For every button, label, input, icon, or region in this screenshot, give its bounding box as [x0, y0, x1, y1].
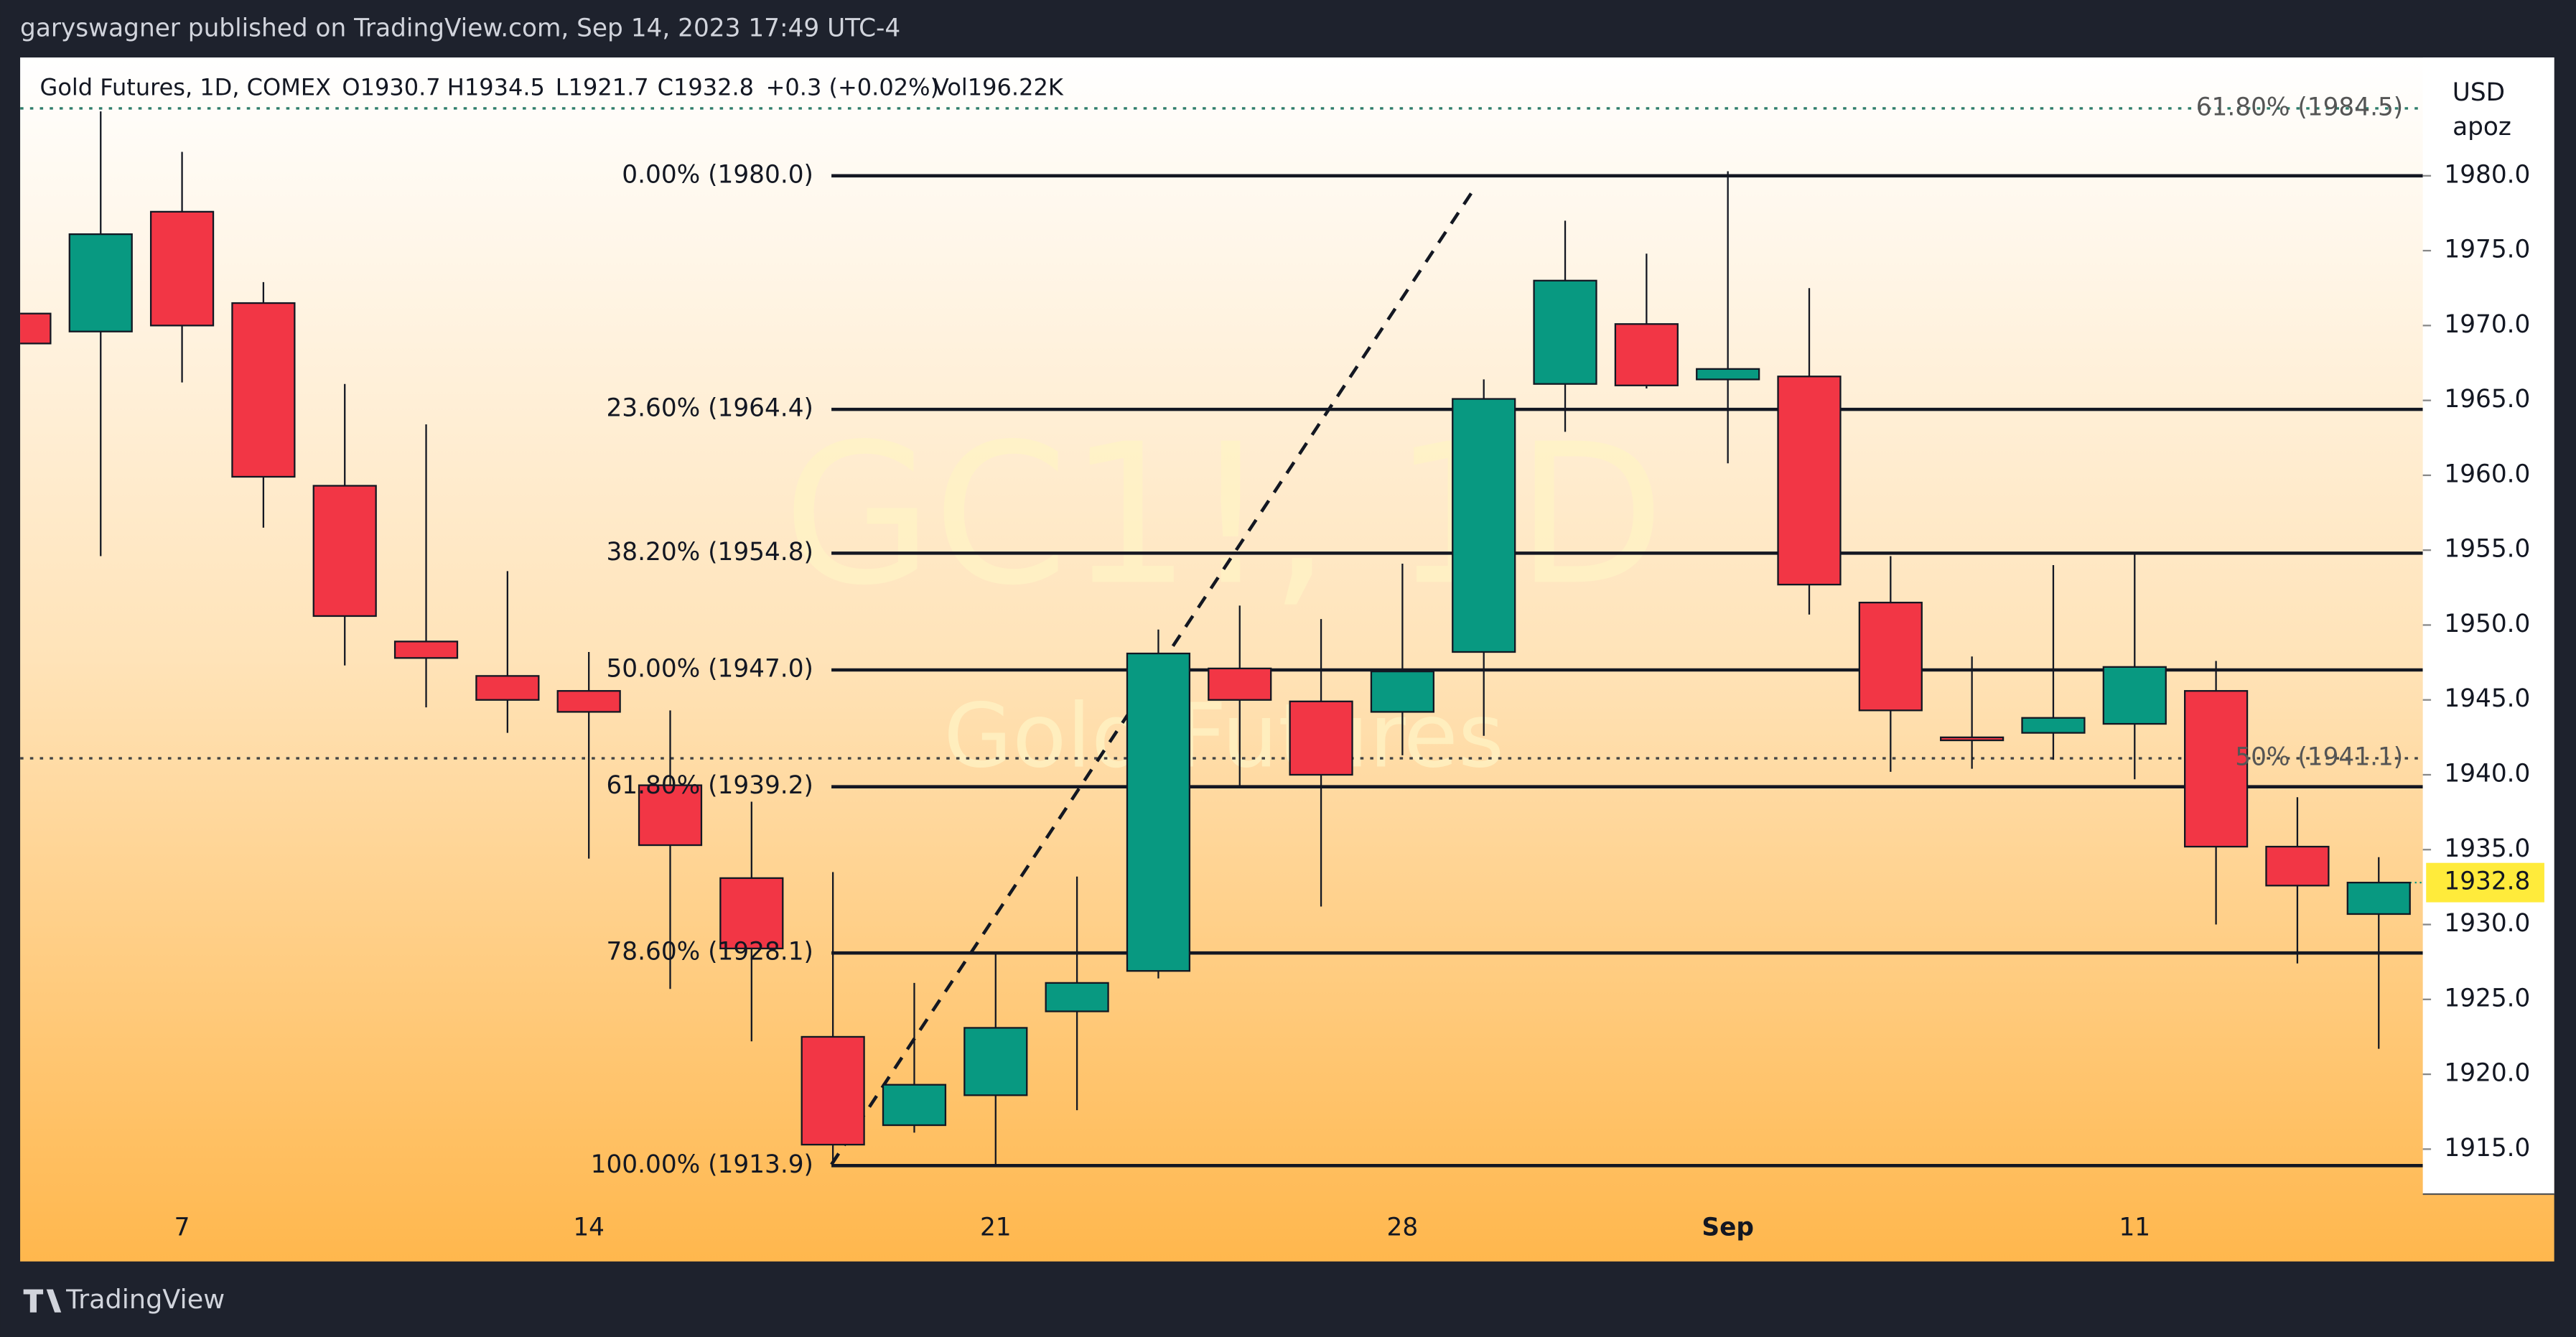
labels-group: USD apoz Gold Futures, 1D, COMEX O1930.7 H…	[40, 74, 2544, 1242]
ohlc-item: +0.3 (+0.02%)	[766, 74, 939, 101]
x-tick-label: 14	[573, 1213, 605, 1242]
last-price-box	[2426, 862, 2544, 903]
candle-body	[1696, 368, 1760, 381]
y-tick-label: 1955.0	[2444, 535, 2530, 564]
candle-body	[1208, 667, 1272, 701]
candle-body	[312, 485, 377, 618]
candles-group	[20, 111, 2411, 1166]
y-tick-label: 1925.0	[2444, 984, 2530, 1012]
y-tick-label: 1940.0	[2444, 759, 2530, 788]
candle-body	[2265, 845, 2330, 887]
y-tick-label: 1960.0	[2444, 460, 2530, 488]
candle-body	[68, 233, 133, 332]
candle-body	[1777, 376, 1842, 586]
y-tick-label: 1930.0	[2444, 909, 2530, 938]
y-tick-label: 1980.0	[2444, 160, 2530, 189]
candle-body	[475, 675, 540, 701]
candle-body	[1045, 982, 1109, 1012]
publisher-line: garyswagner published on TradingView.com…	[20, 14, 900, 43]
y-tick-label: 1945.0	[2444, 684, 2530, 713]
x-tick-label: 21	[980, 1213, 1012, 1242]
ohlc-item: C1932.8	[658, 74, 754, 101]
price-scale	[2422, 57, 2554, 1194]
unit: apoz	[2453, 113, 2511, 141]
chart-background	[20, 57, 2554, 1262]
fib-label: 0.00% (1980.0)	[622, 160, 813, 189]
candle-body	[1452, 398, 1516, 653]
candle-body	[1289, 700, 1353, 776]
candle-body	[1858, 602, 1923, 712]
candle-body	[149, 210, 215, 327]
y-tick-label: 1970.0	[2444, 310, 2530, 339]
x-tick-label: 7	[174, 1213, 190, 1242]
last-price-label: 1932.8	[2444, 867, 2530, 896]
candle-body	[1533, 279, 1597, 385]
y-tick-label: 1920.0	[2444, 1059, 2530, 1088]
levels-group	[20, 107, 2423, 1168]
candle-body	[963, 1027, 1028, 1096]
y-tick-label: 1935.0	[2444, 834, 2530, 863]
fib-label: 100.00% (1913.9)	[591, 1150, 813, 1179]
candle-body	[719, 877, 784, 950]
extended-label: 61.80% (1984.5)	[2196, 93, 2403, 121]
fib-label: 61.80% (1939.2)	[606, 771, 813, 800]
y-tick-label: 1965.0	[2444, 385, 2530, 414]
brand: TradingView	[65, 1284, 225, 1315]
ohlc-item: Vol196.22K	[933, 74, 1064, 101]
candle-body	[2102, 666, 2167, 725]
y-tick-label: 1975.0	[2444, 236, 2530, 264]
fib-label: 23.60% (1964.4)	[606, 394, 813, 423]
fib-label: 38.20% (1954.8)	[606, 538, 813, 567]
candle-body	[1126, 652, 1191, 972]
watermark-group: GC1!, 1D Gold Futures	[783, 401, 1665, 788]
fib-label: 78.60% (1928.1)	[606, 938, 813, 966]
candle-body	[801, 1035, 865, 1146]
brand-logo	[23, 1289, 62, 1313]
x-tick-label: 11	[2119, 1213, 2150, 1242]
candle-body	[2346, 882, 2411, 916]
symbol: Gold Futures, 1D, COMEX	[40, 74, 331, 101]
fib-label: 50.00% (1947.0)	[606, 655, 813, 684]
candle-body	[556, 690, 621, 713]
candle-body	[638, 784, 703, 847]
candle-body	[882, 1084, 947, 1127]
ohlc-item: O1930.7	[342, 74, 440, 101]
candle-body	[231, 302, 296, 478]
watermark: GC1!, 1D	[783, 401, 1665, 628]
ohlc-item: L1921.7	[556, 74, 649, 101]
ohlc-item: H1934.5	[447, 74, 545, 101]
candle-body	[20, 312, 52, 345]
candle-body	[1614, 323, 1679, 386]
candle-body	[1940, 736, 2005, 742]
candle-body	[1370, 670, 1434, 713]
candle-body	[393, 640, 459, 659]
candle-body	[2021, 717, 2086, 734]
y-tick-label: 1950.0	[2444, 610, 2530, 638]
x-tick-label: 28	[1387, 1213, 1419, 1242]
extended-label: 50% (1941.1)	[2235, 743, 2403, 772]
x-tick-label: Sep	[1702, 1213, 1754, 1242]
currency: USD	[2453, 78, 2505, 107]
y-tick-label: 1915.0	[2444, 1134, 2530, 1163]
candle-body	[2183, 690, 2249, 848]
